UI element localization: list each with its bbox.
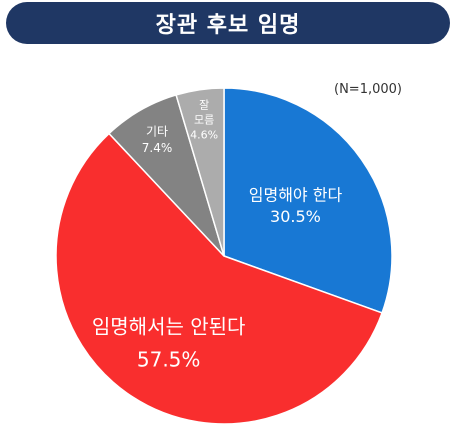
slice-label-no: 임명해서는 안된다 xyxy=(92,315,246,339)
sample-size-note: (N=1,000) xyxy=(334,82,402,97)
title-bar: 장관 후보 임명 xyxy=(6,2,450,44)
pie-slice-yes xyxy=(223,87,393,314)
slice-value-yes: 30.5% xyxy=(270,207,321,226)
slice-label-other: 기타 xyxy=(146,125,168,139)
slice-label-yes: 임명해야 한다 xyxy=(249,186,343,205)
slice-label-dont-know: 잘 모름 xyxy=(194,99,214,127)
slice-value-no: 57.5% xyxy=(137,348,201,372)
slice-value-dont-know: 4.6% xyxy=(190,128,218,141)
pie-slice-no xyxy=(55,132,384,425)
pie-slice-dont-know xyxy=(175,87,225,257)
slice-value-other: 7.4% xyxy=(142,141,173,155)
chart-title: 장관 후보 임명 xyxy=(155,13,301,38)
